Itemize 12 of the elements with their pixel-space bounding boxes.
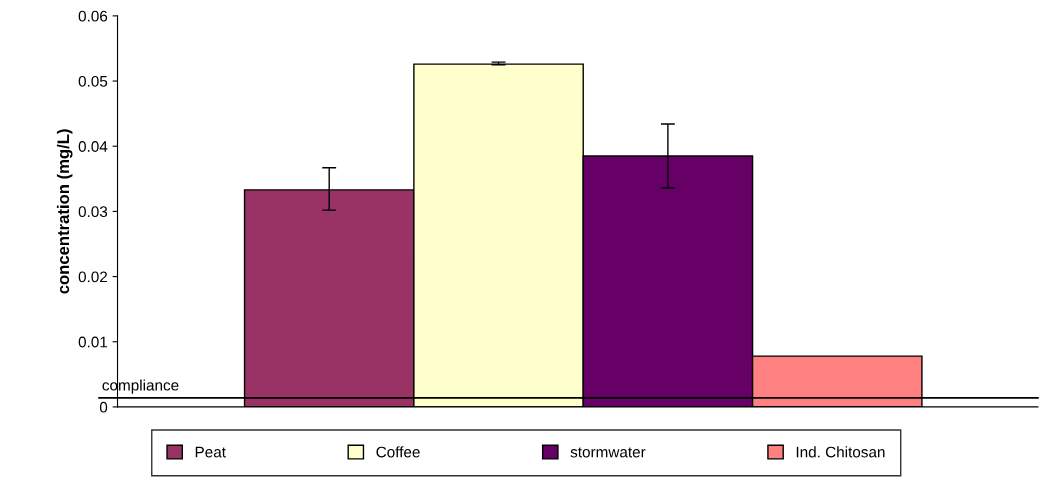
y-tick-label: 0.03 (78, 206, 108, 218)
y-tick-label: 0.06 (78, 10, 108, 22)
legend-label: Coffee (376, 446, 420, 458)
y-tick-label: 0.02 (78, 271, 108, 283)
y-tick-label: 0.04 (78, 141, 108, 152)
y-axis-title: concentration (mg/L) (56, 129, 73, 294)
y-tick-label: 0.01 (78, 336, 108, 348)
y-tick-label: 0.05 (78, 75, 108, 87)
legend-label: stormwater (570, 447, 646, 458)
y-tick-label: 0 (99, 401, 108, 413)
legend-label: Peat (195, 446, 226, 458)
legend-label: Ind. Chitosan (796, 446, 885, 458)
